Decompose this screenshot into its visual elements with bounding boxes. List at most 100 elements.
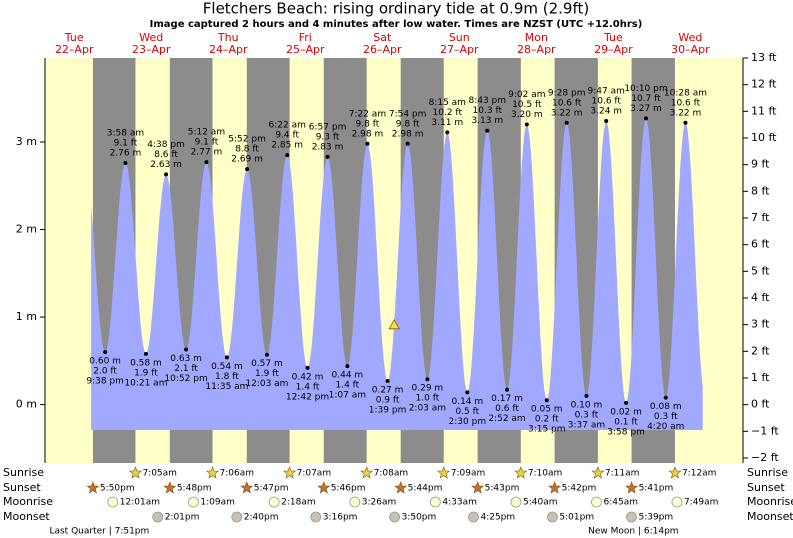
tide-label: 10:28 am (664, 88, 707, 98)
moonset-time: 5:01pm (559, 513, 594, 523)
tide-label: 9:38 pm (86, 377, 124, 387)
tide-label: 9:28 pm (548, 88, 586, 98)
sunrise-icon (591, 466, 605, 479)
sunrise-icon (206, 466, 219, 479)
tide-label: 3.13 m (471, 116, 503, 126)
moonrise-time: 4:33am (442, 498, 477, 508)
moonrise-time: 6:45am (604, 498, 639, 508)
tide-label: 10.6 ft (592, 97, 622, 107)
tide-point (325, 154, 330, 159)
tide-label: 9.8 ft (356, 119, 380, 129)
y2-tick-label: 12 ft (751, 78, 777, 91)
tide-label: 3:58 pm (607, 427, 645, 437)
sunrise-icon (283, 466, 297, 479)
plot-area (45, 58, 743, 463)
tide-point (285, 153, 290, 158)
y2-tick-label: 5 ft (751, 264, 770, 277)
day-name: Wed (139, 31, 163, 44)
current-level-marker (388, 319, 400, 330)
row-label: Moonset (3, 510, 50, 523)
row-label: Sunset (747, 481, 785, 494)
day-date: 22–Apr (55, 43, 94, 56)
tide-label: 0.63 m (170, 354, 202, 364)
y2-tick-label: 1 ft (751, 371, 770, 384)
tide-label: 0.58 m (130, 358, 162, 368)
tide-label: 2.69 m (231, 155, 263, 165)
tide-label: 0.05 m (531, 405, 563, 415)
moonset-icon (231, 511, 243, 523)
y2-tick-label: 4 ft (751, 291, 770, 304)
tide-label: 3:15 pm (528, 425, 566, 435)
tide-point (405, 141, 410, 146)
tide-label: 10.3 ft (473, 106, 503, 116)
tide-label: 5:12 am (188, 128, 225, 138)
sunset-icon (240, 481, 254, 494)
tide-label: 0.44 m (332, 371, 364, 381)
tide-label: 1:39 pm (369, 405, 407, 415)
day-date: 24–Apr (209, 43, 248, 56)
y2-tick-label: 11 ft (751, 104, 777, 117)
tide-label: 2.63 m (150, 160, 182, 170)
moonrise-icon (429, 496, 441, 508)
tide-point (365, 141, 370, 146)
moonrise-icon (510, 496, 522, 508)
tide-label: 0.6 ft (495, 404, 519, 414)
tide-point (564, 120, 569, 125)
day-date: 25–Apr (286, 43, 325, 56)
sunset-time: 5:46pm (331, 484, 366, 494)
sunset-time: 5:50pm (100, 484, 135, 494)
tide-label: 9.8 ft (396, 119, 420, 129)
y2-tick-label: 10 ft (751, 131, 777, 144)
row-label: Moonset (747, 510, 793, 523)
tide-label: 7:54 pm (389, 109, 427, 119)
moonrise-time: 7:49am (684, 498, 719, 508)
tide-point (103, 350, 108, 355)
sunrise-icon (128, 466, 142, 479)
day-name: Sat (373, 31, 392, 44)
tide-label: 2:52 am (488, 414, 525, 424)
sunset-time: 5:42pm (562, 484, 597, 494)
moonset-icon (468, 511, 479, 523)
sunset-icon (625, 481, 639, 494)
tide-label: 10.6 ft (671, 98, 701, 108)
tide-label: 10.2 ft (433, 108, 463, 118)
day-date: 30–Apr (671, 43, 710, 56)
tide-label: 6:22 am (269, 121, 306, 131)
y2-tick-label: 6 ft (751, 238, 770, 251)
tide-label: 0.9 ft (376, 395, 400, 405)
tide-point (465, 390, 470, 395)
tide-label: 1:07 am (329, 391, 366, 401)
y2-tick-label: 2 ft (751, 344, 770, 357)
row-label: Sunrise (3, 466, 44, 479)
day-name: Mon (525, 31, 548, 44)
sunset-icon (86, 481, 100, 494)
tide-label: 2.1 ft (174, 364, 198, 374)
tide-point (425, 377, 430, 382)
sunset-time: 5:48pm (177, 484, 212, 494)
tide-area (91, 118, 703, 431)
y2-tick-label: 8 ft (751, 184, 770, 197)
tide-point (505, 387, 510, 392)
tide-label: 0.27 m (372, 385, 404, 395)
tide-label: 3.27 m (630, 104, 662, 114)
day-date: 23–Apr (132, 43, 171, 56)
sunset-time: 5:47pm (254, 484, 289, 494)
tide-point (164, 172, 169, 177)
tide-point (485, 128, 490, 133)
moonrise-time: 3:26am (362, 498, 397, 508)
tide-label: 10:10 pm (624, 84, 667, 94)
moonrise-icon (107, 496, 119, 508)
y2-tick-label: 3 ft (751, 318, 770, 331)
day-date: 26–Apr (363, 43, 402, 56)
y-tick-label: 2 m (16, 223, 37, 236)
sunset-time: 5:43pm (485, 484, 520, 494)
moonset-time: 4:25pm (480, 513, 515, 523)
tide-point (385, 378, 390, 383)
tide-label: 1.9 ft (134, 368, 158, 378)
tide-label: 10:21 am (124, 378, 167, 388)
moonrise-time: 2:18am (281, 498, 316, 508)
moonset-icon (626, 511, 637, 523)
day-name: Tue (64, 31, 84, 44)
sunset-time: 5:41pm (639, 484, 674, 494)
tide-label: 2.77 m (191, 148, 223, 158)
